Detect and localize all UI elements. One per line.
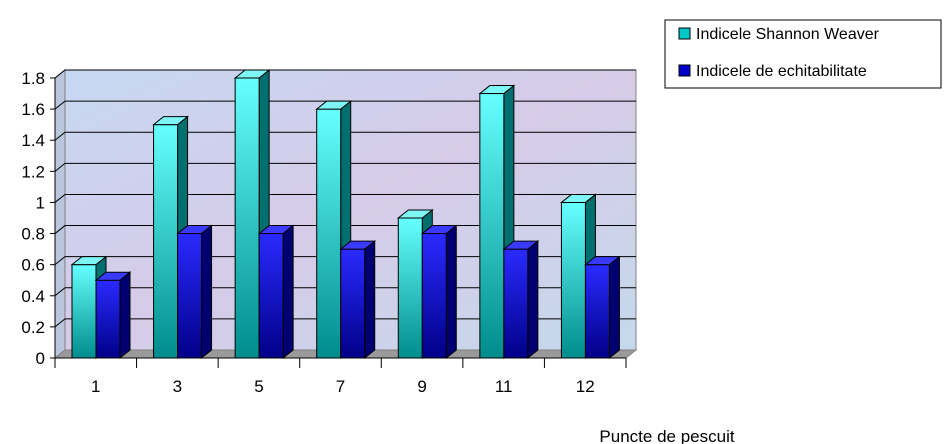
y-tick-label: 0.4: [21, 287, 45, 306]
y-tick-label: 1: [36, 193, 45, 212]
gridline: [54, 193, 636, 203]
bars: [70, 68, 621, 360]
y-tick-label: 0.8: [21, 225, 45, 244]
y-tick-label: 1.8: [21, 69, 45, 88]
gridline: [54, 69, 636, 79]
x-tick-label: 1: [91, 377, 100, 396]
y-axis: 0 0.2 0.4 0.6 0.8 1 1.2 1.4 1.6 1.8: [21, 69, 56, 368]
bar-echitabilitate: [339, 240, 377, 360]
y-tick-label: 0: [36, 349, 45, 368]
y-tick-label: 0.2: [21, 318, 45, 337]
legend-swatch-shannon: [678, 27, 691, 40]
y-tick-label: 1.2: [21, 162, 45, 181]
y-tick-label: 1.6: [21, 100, 45, 119]
bar-echitabilitate: [94, 271, 132, 360]
y-tick-label: 1.4: [21, 131, 45, 150]
bar-echitabilitate: [420, 224, 458, 360]
bar-echitabilitate: [584, 255, 621, 360]
legend-box: [664, 19, 942, 89]
legend-label-echitabilitate: Indicele de echitabilitate: [696, 63, 867, 80]
legend-swatch-echitabilitate: [678, 64, 691, 77]
gridline: [54, 100, 636, 110]
gridline: [54, 162, 636, 172]
bar-echitabilitate: [176, 224, 213, 360]
x-tick-label: 3: [173, 377, 182, 396]
x-axis: 1 3 5 7 9 11 12: [54, 357, 627, 396]
x-tick-label: 7: [336, 377, 345, 396]
x-tick-label: 9: [417, 377, 426, 396]
bar-echitabilitate: [502, 240, 540, 360]
legend: Indicele Shannon Weaver Indicele de echi…: [664, 19, 942, 89]
bar-echitabilitate: [257, 224, 295, 360]
gridline: [54, 131, 636, 141]
plot-side-wall: [54, 68, 66, 360]
x-axis-title: Puncte de pescuit: [599, 427, 734, 444]
y-tick-label: 0.6: [21, 256, 45, 275]
x-tick-label: 11: [495, 377, 513, 396]
x-tick-label: 5: [254, 377, 263, 396]
x-tick-label: 12: [576, 377, 595, 396]
legend-label-shannon: Indicele Shannon Weaver: [696, 26, 880, 43]
